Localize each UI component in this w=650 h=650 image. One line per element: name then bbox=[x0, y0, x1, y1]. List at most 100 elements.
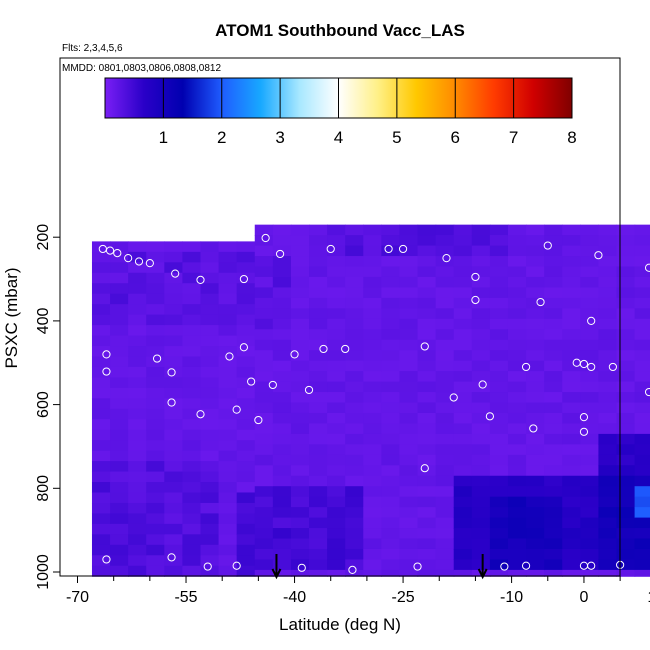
heat-cell bbox=[128, 356, 147, 368]
flight-point bbox=[225, 352, 234, 361]
heat-cell bbox=[381, 318, 401, 330]
heat-cell bbox=[616, 318, 636, 330]
heat-cell bbox=[399, 454, 419, 466]
heat-cell bbox=[128, 492, 147, 504]
heat-cell bbox=[200, 283, 220, 295]
heat-cell bbox=[182, 565, 202, 577]
heat-cell bbox=[254, 538, 274, 550]
heat-cell bbox=[634, 224, 650, 236]
heat-cell bbox=[146, 565, 165, 577]
heat-cell bbox=[580, 465, 600, 477]
heat-cell bbox=[272, 392, 292, 404]
flight-point bbox=[471, 295, 480, 305]
heat-cell bbox=[507, 318, 527, 330]
heat-cell bbox=[327, 224, 346, 236]
heat-cell bbox=[417, 433, 437, 445]
heat-cell bbox=[164, 366, 184, 378]
heat-cell bbox=[453, 496, 473, 508]
heat-cell bbox=[128, 471, 147, 483]
heat-cell bbox=[290, 538, 310, 550]
heat-cell bbox=[146, 262, 165, 274]
heat-cell bbox=[399, 559, 419, 571]
heat-cell bbox=[290, 297, 310, 309]
heat-cell bbox=[218, 461, 238, 473]
heat-cell bbox=[164, 251, 184, 263]
heat-cell bbox=[363, 224, 382, 236]
heat-cell bbox=[489, 528, 509, 540]
y-tick-label: 800 bbox=[35, 475, 52, 502]
heat-cell bbox=[164, 492, 184, 504]
heat-cell bbox=[417, 392, 437, 404]
heat-cell bbox=[91, 241, 111, 253]
heat-cell bbox=[254, 475, 274, 487]
heat-cell bbox=[91, 251, 111, 263]
heat-cell bbox=[128, 523, 147, 535]
heat-cell bbox=[507, 339, 527, 351]
heat-cell bbox=[435, 318, 455, 330]
heat-cell bbox=[417, 444, 437, 456]
heat-cell bbox=[634, 245, 650, 257]
heat-cell bbox=[381, 444, 401, 456]
heat-cell bbox=[471, 496, 491, 508]
heat-cell bbox=[616, 412, 636, 425]
heat-cell bbox=[236, 366, 256, 378]
heat-cell bbox=[91, 429, 111, 441]
heat-cell bbox=[634, 329, 650, 341]
heat-cell bbox=[417, 308, 437, 320]
heat-cell bbox=[507, 276, 527, 289]
heat-cell bbox=[598, 256, 618, 268]
heat-cell bbox=[634, 360, 650, 372]
heat-cell bbox=[562, 339, 581, 351]
heat-cell bbox=[327, 392, 346, 404]
heat-cell bbox=[453, 507, 473, 519]
heat-cell bbox=[200, 262, 220, 274]
heat-cell bbox=[272, 423, 292, 435]
heat-cell bbox=[399, 538, 419, 550]
heat-cell bbox=[598, 496, 618, 508]
heat-cell bbox=[236, 534, 256, 546]
heat-cell bbox=[110, 314, 129, 326]
heat-cell bbox=[453, 548, 473, 561]
heat-cell bbox=[489, 371, 509, 383]
heat-cell bbox=[200, 356, 220, 368]
heat-cell bbox=[363, 496, 382, 508]
heat-cell bbox=[598, 433, 618, 445]
heat-cell bbox=[128, 335, 147, 347]
heat-cell bbox=[236, 555, 256, 567]
heat-cell bbox=[146, 251, 165, 263]
heat-cell bbox=[544, 423, 563, 435]
heat-cell bbox=[634, 444, 650, 456]
heat-cell bbox=[489, 392, 509, 404]
heat-cell bbox=[598, 235, 618, 247]
heat-cell bbox=[236, 544, 256, 556]
heat-cell bbox=[345, 486, 364, 498]
heat-cell bbox=[471, 224, 491, 236]
heat-cell bbox=[290, 548, 310, 561]
heat-cell bbox=[562, 538, 581, 550]
heat-cell bbox=[634, 308, 650, 320]
heat-cell bbox=[399, 381, 419, 393]
heat-cell bbox=[616, 454, 636, 466]
heat-cell bbox=[634, 559, 650, 571]
heat-cell bbox=[544, 245, 563, 257]
heat-cell bbox=[399, 329, 419, 341]
heat-cell bbox=[616, 402, 636, 414]
heat-cell bbox=[507, 329, 527, 341]
heat-cell bbox=[218, 534, 238, 546]
heat-cell bbox=[363, 433, 382, 445]
heat-cell bbox=[110, 377, 129, 389]
flight-point bbox=[341, 344, 350, 354]
heat-cell bbox=[236, 461, 256, 473]
heat-cell bbox=[236, 440, 256, 452]
heat-cell bbox=[327, 266, 346, 278]
heat-cell bbox=[544, 266, 563, 278]
flight-point bbox=[594, 251, 603, 260]
heat-cell bbox=[182, 241, 202, 253]
heat-cell bbox=[254, 329, 274, 341]
heat-cell bbox=[309, 548, 328, 561]
heat-cell bbox=[580, 402, 600, 414]
heat-cell bbox=[453, 381, 473, 393]
heat-cell bbox=[526, 339, 545, 351]
heat-cell bbox=[453, 245, 473, 257]
heat-cell bbox=[146, 408, 165, 420]
